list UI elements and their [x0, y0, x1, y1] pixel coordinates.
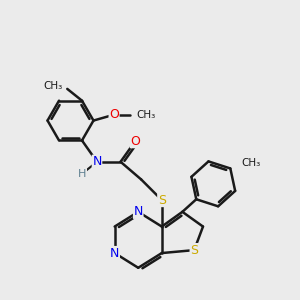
Text: N: N: [110, 247, 119, 260]
Text: CH₃: CH₃: [241, 158, 261, 167]
Text: H: H: [78, 169, 86, 178]
Text: N: N: [134, 205, 143, 218]
Text: O: O: [109, 108, 119, 121]
Text: N: N: [92, 155, 102, 168]
Text: CH₃: CH₃: [137, 110, 156, 120]
Text: S: S: [158, 194, 166, 207]
Text: S: S: [190, 244, 198, 256]
Text: CH₃: CH₃: [44, 81, 63, 91]
Text: O: O: [130, 135, 140, 148]
